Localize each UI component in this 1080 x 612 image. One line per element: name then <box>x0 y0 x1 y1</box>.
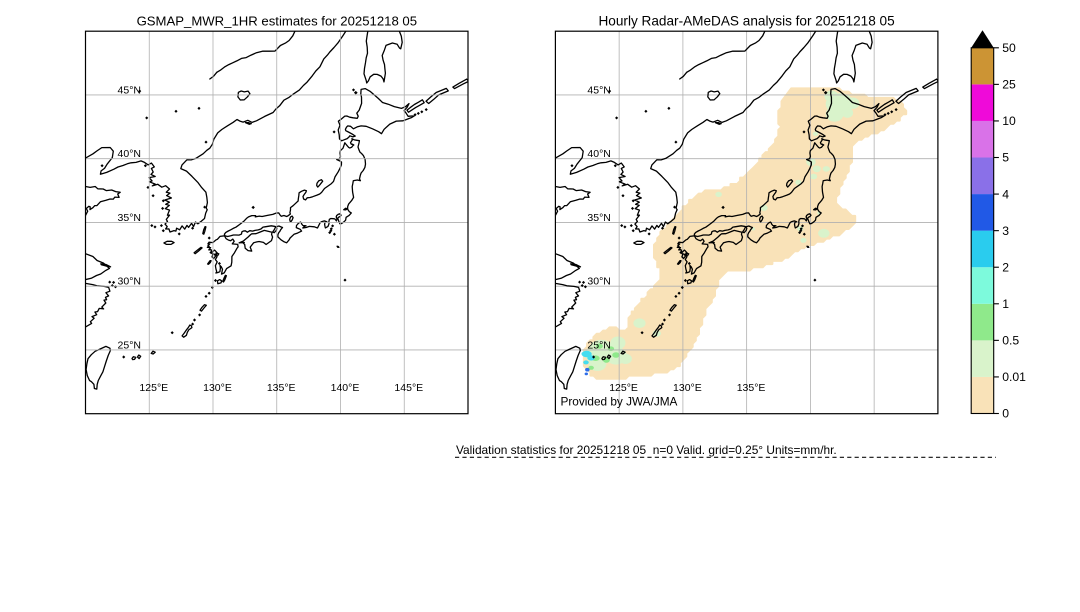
svg-text:40°N: 40°N <box>587 148 610 160</box>
svg-text:1: 1 <box>1002 297 1009 311</box>
svg-text:30°N: 30°N <box>118 276 141 288</box>
svg-text:4: 4 <box>1002 187 1009 201</box>
svg-text:5: 5 <box>1002 151 1009 165</box>
svg-text:0.01: 0.01 <box>1002 370 1026 384</box>
svg-text:35°N: 35°N <box>587 212 610 224</box>
svg-text:45°N: 45°N <box>587 85 610 97</box>
svg-text:125°E: 125°E <box>139 382 168 394</box>
svg-text:3: 3 <box>1002 224 1009 238</box>
svg-text:30°N: 30°N <box>587 276 610 288</box>
svg-text:50: 50 <box>1002 41 1016 55</box>
svg-text:Hourly Radar-AMeDAS analysis f: Hourly Radar-AMeDAS analysis for 2025121… <box>598 13 894 28</box>
svg-text:125°E: 125°E <box>609 382 638 394</box>
svg-text:10: 10 <box>1002 114 1016 128</box>
svg-text:25°N: 25°N <box>118 339 141 351</box>
svg-text:45°N: 45°N <box>118 85 141 97</box>
svg-text:Provided by JWA/JMA: Provided by JWA/JMA <box>561 395 678 409</box>
svg-text:25: 25 <box>1002 78 1016 92</box>
svg-text:GSMAP_MWR_1HR estimates for 20: GSMAP_MWR_1HR estimates for 20251218 05 <box>137 13 417 28</box>
svg-text:Validation statistics for 2025: Validation statistics for 20251218 05 n=… <box>456 443 837 457</box>
svg-text:35°N: 35°N <box>118 212 141 224</box>
svg-text:140°E: 140°E <box>331 382 360 394</box>
svg-text:40°N: 40°N <box>118 148 141 160</box>
svg-text:2: 2 <box>1002 260 1009 274</box>
svg-text:130°E: 130°E <box>203 382 232 394</box>
svg-text:135°E: 135°E <box>737 382 766 394</box>
svg-text:145°E: 145°E <box>394 382 423 394</box>
svg-text:0.5: 0.5 <box>1002 334 1019 348</box>
svg-text:130°E: 130°E <box>673 382 702 394</box>
svg-text:135°E: 135°E <box>267 382 296 394</box>
svg-text:25°N: 25°N <box>587 339 610 351</box>
svg-text:0: 0 <box>1002 407 1009 421</box>
